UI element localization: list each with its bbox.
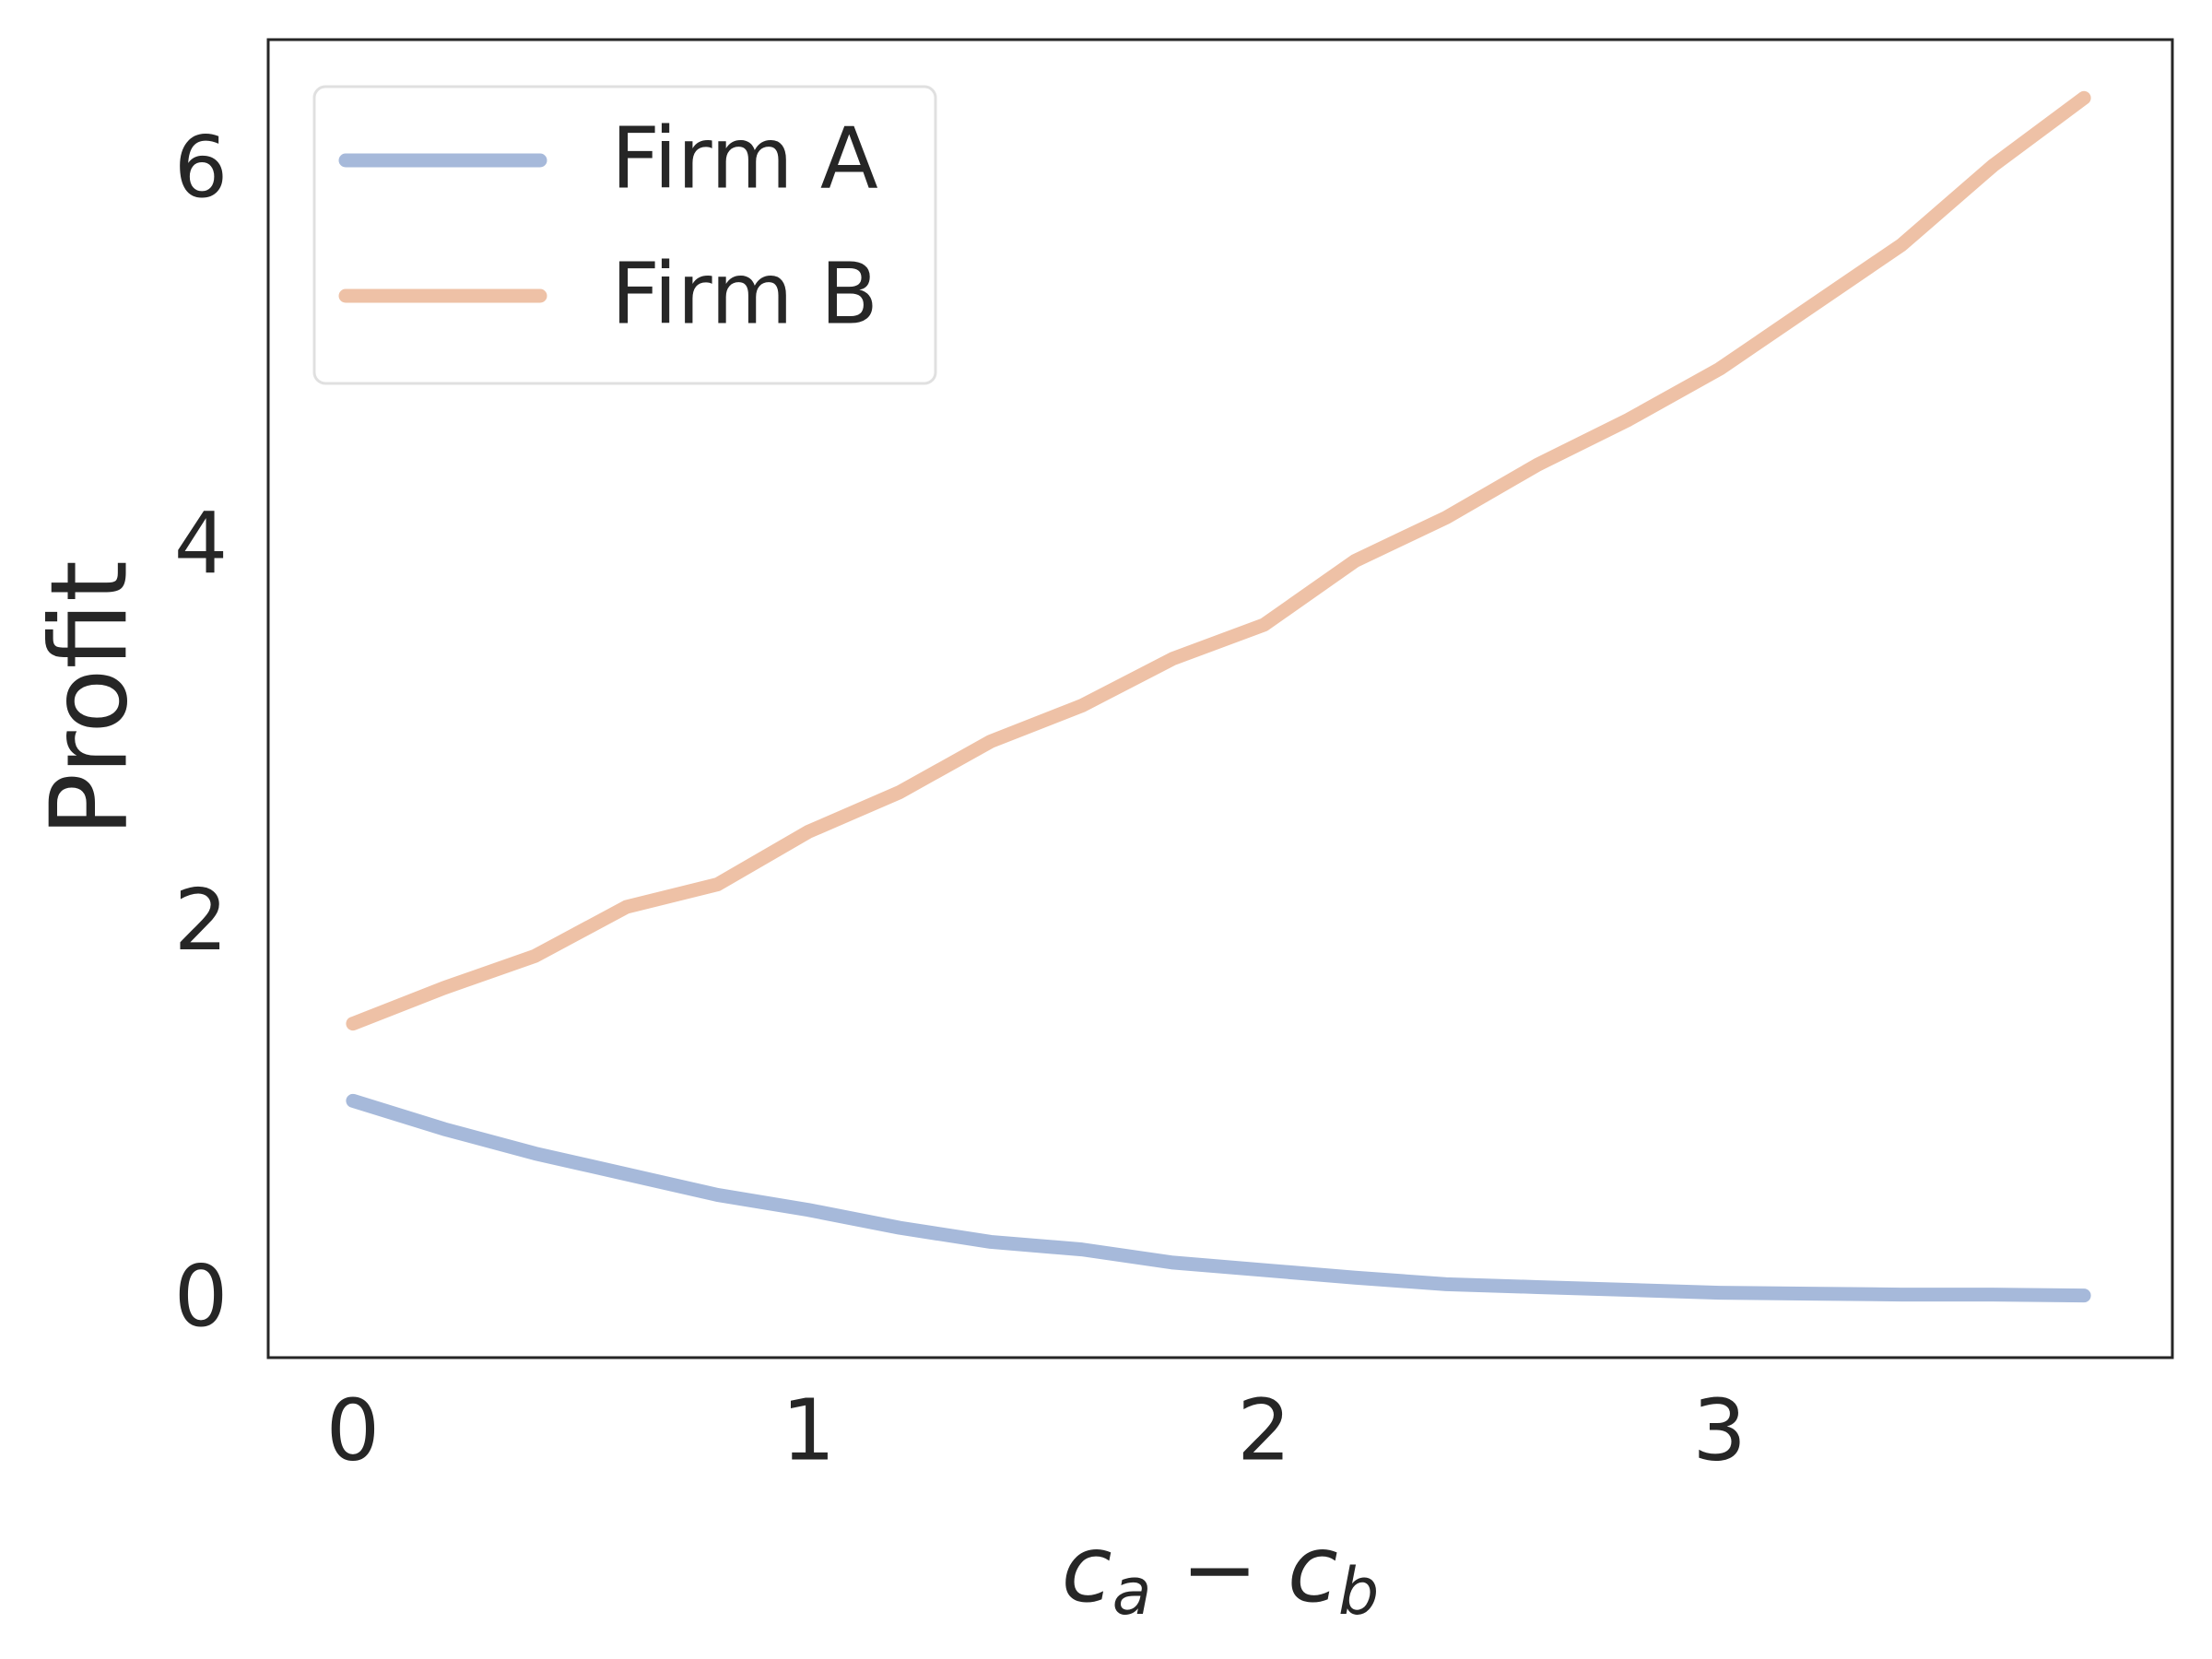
series-line: [346, 1093, 2091, 1303]
legend-label: Firm B: [611, 244, 878, 343]
x-tick-label: 3: [1692, 1381, 1747, 1479]
y-axis-label: Profit: [29, 560, 152, 837]
legend-label: Firm A: [611, 109, 878, 207]
x-tick-label: 0: [326, 1381, 381, 1479]
x-axis-label: ca​ − cb​: [1062, 1515, 1380, 1630]
x-tick-label: 1: [782, 1381, 836, 1479]
plot-frame: [266, 38, 2174, 1359]
y-tick-label: 0: [174, 1247, 229, 1346]
x-tick-label: 2: [1237, 1381, 1291, 1479]
y-tick-label: 4: [174, 495, 229, 594]
series-line: [346, 90, 2091, 1031]
y-tick-label: 2: [174, 871, 229, 970]
y-tick-label: 6: [174, 118, 229, 217]
legend: Firm A Firm B: [312, 85, 937, 385]
